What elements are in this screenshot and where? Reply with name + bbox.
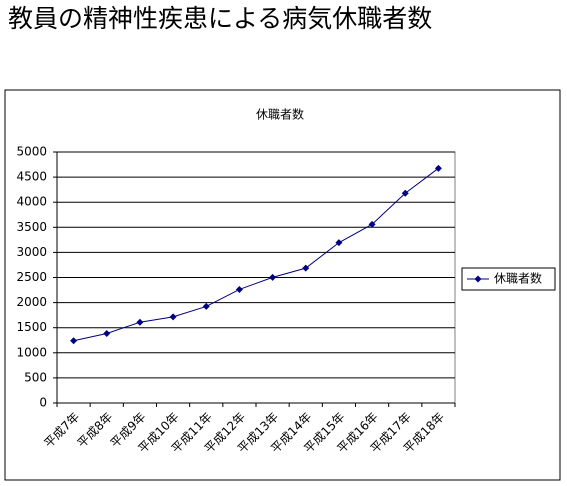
page-title: 教員の精神性疾患による病気休職者数: [8, 4, 432, 33]
y-tick-label: 1000: [16, 345, 47, 359]
y-tick-label: 4500: [16, 170, 47, 184]
data-point: [302, 264, 310, 272]
y-tick-label: 2500: [16, 270, 47, 284]
legend-box: [461, 267, 556, 291]
y-tick-label: 0: [39, 396, 47, 410]
data-point: [401, 189, 409, 197]
data-point: [169, 313, 177, 321]
series-line: [73, 167, 439, 342]
y-tick-label: 2000: [16, 295, 47, 309]
data-point: [202, 302, 210, 310]
y-tick-label: 5000: [16, 145, 47, 159]
y-tick-label: 500: [24, 370, 47, 384]
data-point: [269, 273, 277, 281]
data-point: [136, 318, 144, 326]
data-point: [235, 285, 243, 293]
y-tick-label: 1500: [16, 320, 47, 334]
data-point: [335, 239, 343, 247]
y-tick-label: 4000: [16, 195, 47, 209]
y-tick-label: 3000: [16, 245, 47, 259]
data-point: [70, 337, 78, 345]
y-tick-label: 3500: [16, 220, 47, 234]
data-point: [103, 329, 111, 337]
data-point: [368, 220, 376, 228]
legend-marker: [474, 275, 482, 283]
legend-label: 休職者数: [494, 271, 542, 286]
chart-title: 休職者数: [256, 107, 304, 122]
data-point: [434, 164, 442, 172]
